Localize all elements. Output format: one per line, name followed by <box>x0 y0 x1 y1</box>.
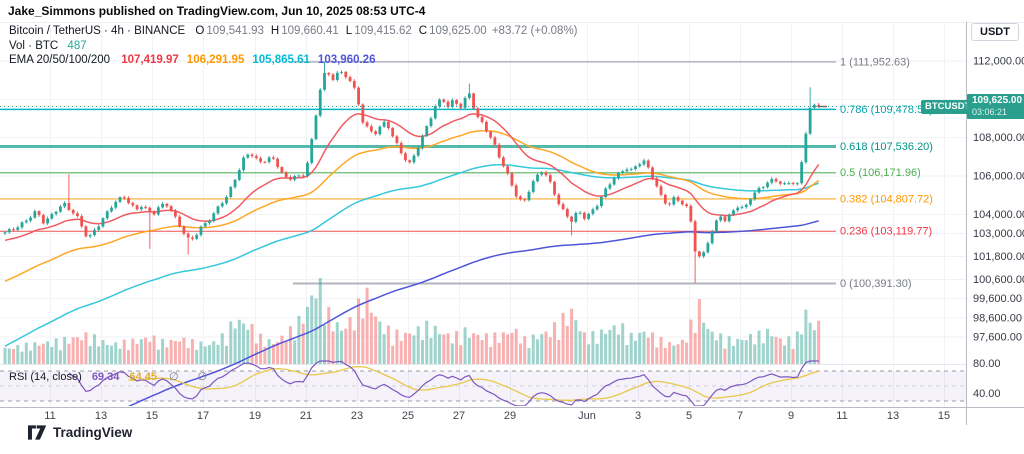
svg-text:13: 13 <box>95 410 107 422</box>
ohlc-value: 109,660.41 <box>281 25 339 37</box>
candles <box>3 61 821 283</box>
volume-value: 487 <box>67 40 87 52</box>
ema-values: 107,419.97 106,291.95 105,865.61 103,960.26 <box>113 54 375 66</box>
svg-text:29: 29 <box>504 410 516 422</box>
svg-text:0.236 (103,119.77): 0.236 (103,119.77) <box>840 226 932 238</box>
rsi-ma-value: 64.45 <box>129 371 157 383</box>
svg-text:13: 13 <box>887 410 899 422</box>
candle-countdown: 03:06:21 <box>972 107 1008 117</box>
svg-text:1 (111,952.63): 1 (111,952.63) <box>840 56 910 68</box>
svg-text:80.00: 80.00 <box>973 358 1001 370</box>
fib-retracement: 1 (111,952.63) 0.786 (109,478.50) 0.618 (1… <box>0 56 933 290</box>
tradingview-logo-text: TradingView <box>53 425 133 440</box>
svg-text:40.00: 40.00 <box>973 388 1001 400</box>
ema-20-line <box>4 113 820 242</box>
svg-text:15: 15 <box>938 410 950 422</box>
svg-text:0.382 (104,807.72): 0.382 (104,807.72) <box>840 193 933 205</box>
rsi-label: RSI (14, close) <box>9 371 82 383</box>
svg-text:0.786 (109,478.50): 0.786 (109,478.50) <box>840 104 933 116</box>
currency-toggle-button[interactable]: USDT <box>971 23 1019 41</box>
ema-value: 103,960.26 <box>317 54 376 66</box>
volume-legend[interactable]: Vol · BTC 487 <box>9 40 87 52</box>
attribution-bar: Jake_Simmons published on TradingView.co… <box>0 0 1024 23</box>
ohlc-label: H <box>270 25 280 37</box>
svg-text:101,800.00: 101,800.00 <box>973 251 1024 263</box>
svg-text:3: 3 <box>635 410 641 422</box>
symbol-legend[interactable]: Bitcoin / TetherUS · 4h · BINANCE O 109,5… <box>9 25 578 37</box>
ohlc-values: O 109,541.93 H 109,660.41 L 109,415.62 C 109,62… <box>188 25 486 37</box>
svg-text:17: 17 <box>197 410 209 422</box>
ema-lines <box>4 113 820 406</box>
tradingview-logo-icon <box>28 425 47 440</box>
svg-text:9: 9 <box>788 410 794 422</box>
svg-text:15: 15 <box>146 410 158 422</box>
ema-50-line <box>4 129 820 282</box>
tradingview-logo[interactable]: TradingView <box>28 424 132 441</box>
svg-text:103,000.00: 103,000.00 <box>973 228 1024 240</box>
rsi-legend[interactable]: RSI (14, close) 69.34 64.45 ∅ ∅ <box>9 370 215 383</box>
svg-text:99,600.00: 99,600.00 <box>973 293 1022 305</box>
ohlc-label: C <box>418 25 428 37</box>
last-price-value: 109,625.00 <box>972 95 1023 106</box>
svg-text:25: 25 <box>402 410 414 422</box>
ema-value: 107,419.97 <box>121 54 179 66</box>
volume-label: Vol · BTC <box>9 40 59 52</box>
ema-200-line <box>128 220 819 406</box>
svg-text:97,600.00: 97,600.00 <box>973 332 1022 344</box>
symbol-price-tag: BTCUSDT <box>921 100 975 114</box>
svg-text:7: 7 <box>737 410 743 422</box>
ohlc-value: 109,541.93 <box>206 25 264 37</box>
price-change: +83.72 (+0.08%) <box>491 25 578 37</box>
ema-label: EMA 20/50/100/200 <box>9 54 111 66</box>
ohlc-value: 109,625.00 <box>429 25 487 37</box>
svg-text:5: 5 <box>686 410 692 422</box>
svg-text:98,600.00: 98,600.00 <box>973 312 1022 324</box>
svg-text:100,600.00: 100,600.00 <box>973 274 1024 286</box>
ohlc-label: O <box>195 25 205 37</box>
svg-text:106,000.00: 106,000.00 <box>973 171 1024 183</box>
svg-text:0 (100,391.30): 0 (100,391.30) <box>840 278 912 290</box>
svg-text:Jun: Jun <box>578 410 596 422</box>
axes <box>0 22 1024 425</box>
ema-value: 106,291.95 <box>186 54 245 66</box>
svg-text:104,000.00: 104,000.00 <box>973 209 1024 221</box>
ema-value: 105,865.61 <box>252 54 310 66</box>
ohlc-label: L <box>345 25 353 37</box>
time-axis[interactable]: 11 13 15 17 19 21 23 25 27 29 Jun 3 5 7 9 11 13 15 <box>44 410 950 422</box>
svg-text:19: 19 <box>249 410 261 422</box>
rsi-lines <box>68 360 819 406</box>
svg-text:108,000.00: 108,000.00 <box>973 132 1024 144</box>
ema-legend[interactable]: EMA 20/50/100/200 107,419.97 106,291.95 10… <box>9 54 375 66</box>
rsi-ma-line <box>128 365 819 401</box>
svg-text:27: 27 <box>453 410 465 422</box>
ema-100-line <box>4 164 819 347</box>
price-axis[interactable]: 112,000.00110,000.00108,000.00106,000.00… <box>973 56 1024 401</box>
svg-text:0.5 (106,171.96): 0.5 (106,171.96) <box>840 167 921 179</box>
attribution-text: Jake_Simmons published on TradingView.co… <box>8 4 426 18</box>
volume-bars <box>3 277 821 364</box>
svg-text:23: 23 <box>351 410 363 422</box>
svg-text:112,000.00: 112,000.00 <box>973 56 1024 68</box>
rsi-line <box>68 360 819 406</box>
svg-text:0.618 (107,536.20): 0.618 (107,536.20) <box>840 141 933 153</box>
last-price-badge: 109,625.00 03:06:21 <box>967 94 1024 119</box>
rsi-value: 69.34 <box>91 371 120 383</box>
svg-text:21: 21 <box>300 410 312 422</box>
symbol-title: Bitcoin / TetherUS · 4h · BINANCE <box>9 25 186 37</box>
svg-text:11: 11 <box>44 410 55 422</box>
rsi-empty-set-icons: ∅ ∅ <box>169 371 216 383</box>
ohlc-value: 109,415.62 <box>354 25 412 37</box>
svg-text:11: 11 <box>836 410 847 422</box>
